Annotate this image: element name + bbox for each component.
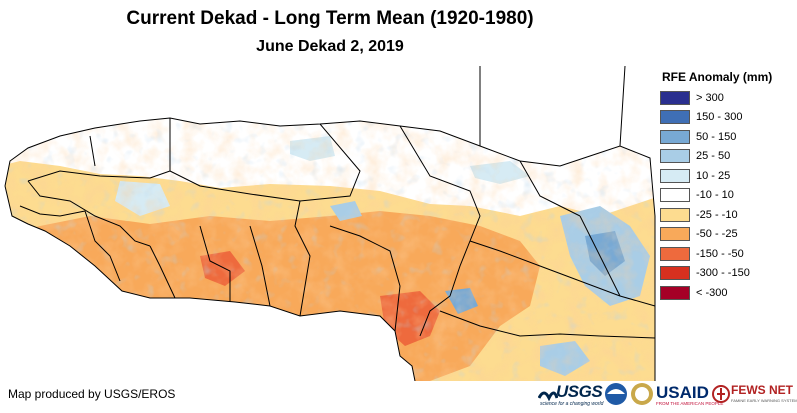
legend-item: -150 - -50 <box>660 244 797 264</box>
legend-item: 10 - 25 <box>660 166 797 186</box>
legend-swatch <box>660 285 690 300</box>
rainfall-anomaly-map <box>4 66 656 381</box>
legend-swatch <box>660 188 690 203</box>
noaa-logo-icon <box>605 383 627 405</box>
legend-item: -300 - -150 <box>660 264 797 284</box>
usgs-logo-icon <box>538 391 558 402</box>
nasa-seal-icon <box>631 383 653 405</box>
legend-swatch <box>660 246 690 261</box>
legend-swatch <box>660 168 690 183</box>
legend-label: -50 - -25 <box>696 228 738 241</box>
legend-item: -50 - -25 <box>660 225 797 245</box>
legend-swatch <box>660 227 690 242</box>
legend-item: 25 - 50 <box>660 147 797 167</box>
country-borders <box>4 66 656 381</box>
legend-item: > 300 <box>660 88 797 108</box>
legend-swatch <box>660 110 690 125</box>
legend-swatch <box>660 266 690 281</box>
legend-swatch <box>660 129 690 144</box>
usgs-tagline: science for a changing world <box>540 401 604 407</box>
usgs-logo: USGS <box>556 382 603 401</box>
legend-label: -300 - -150 <box>696 267 750 280</box>
legend-swatch <box>660 149 690 164</box>
legend-label: -25 - -10 <box>696 208 738 221</box>
legend-rows: > 300 150 - 300 50 - 150 25 - 50 10 - 25 -10 … <box>660 88 797 303</box>
legend-label: -150 - -50 <box>696 247 744 260</box>
legend-swatch <box>660 90 690 105</box>
logo-bar: USGS science for a changing world USAID … <box>538 380 797 410</box>
legend-swatch <box>660 207 690 222</box>
fews-net-tagline: FAMINE EARLY WARNING SYSTEMS NETWORK <box>731 398 797 403</box>
credit-text: Map produced by USGS/EROS <box>8 387 176 401</box>
legend-item: 50 - 150 <box>660 127 797 147</box>
legend-item: -10 - 10 <box>660 186 797 206</box>
legend-label: < -300 <box>696 286 728 299</box>
map-title: Current Dekad - Long Term Mean (1920-198… <box>126 8 534 29</box>
legend-label: 25 - 50 <box>696 150 731 163</box>
legend: RFE Anomaly (mm) > 300 150 - 300 50 - 150 2… <box>660 70 797 303</box>
usaid-tagline: FROM THE AMERICAN PEOPLE <box>656 401 724 406</box>
legend-label: 150 - 300 <box>696 111 743 124</box>
fews-net-logo: FEWS NET <box>731 383 793 397</box>
legend-label: 50 - 150 <box>696 130 737 143</box>
map-subtitle: June Dekad 2, 2019 <box>256 38 404 55</box>
fews-logo-icon <box>712 385 730 403</box>
legend-title: RFE Anomaly (mm) <box>662 70 773 84</box>
legend-label: -10 - 10 <box>696 189 734 202</box>
usaid-logo: USAID <box>656 383 709 402</box>
legend-item: < -300 <box>660 283 797 303</box>
legend-label: 10 - 25 <box>696 169 731 182</box>
legend-label: > 300 <box>696 91 724 104</box>
legend-item: 150 - 300 <box>660 108 797 128</box>
legend-item: -25 - -10 <box>660 205 797 225</box>
